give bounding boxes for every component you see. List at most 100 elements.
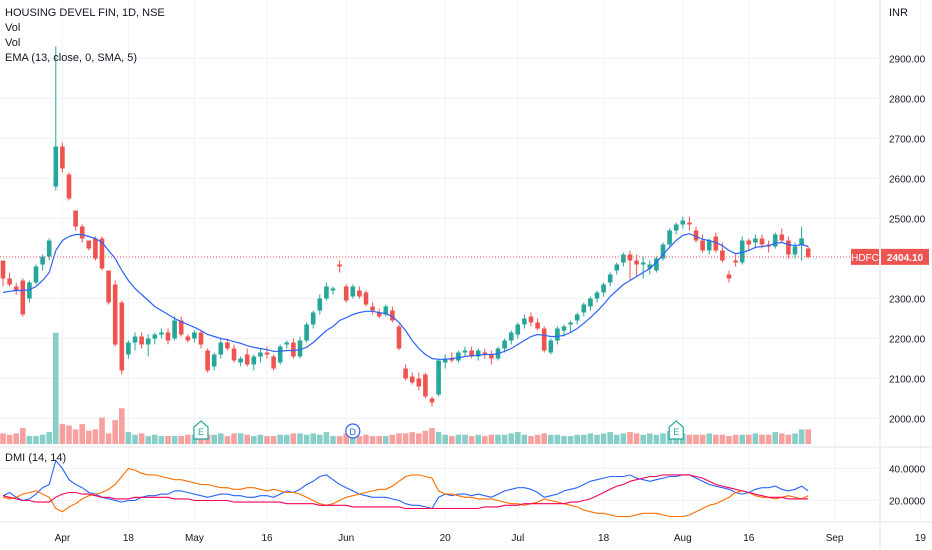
symbol-title[interactable]: HOUSING DEVEL FIN, 1D, NSE: [5, 7, 165, 19]
volume-bar: [0, 433, 6, 444]
volume-bar: [515, 432, 521, 444]
candle-body: [99, 238, 105, 269]
volume-bar: [594, 434, 600, 444]
candle: [376, 308, 382, 319]
candle: [779, 228, 785, 243]
volume-bar: [475, 434, 481, 444]
time-tick-label: May: [185, 533, 204, 544]
candle: [535, 318, 540, 331]
dmi-tick-label: 40.0000: [889, 465, 926, 476]
candle-body: [238, 358, 243, 363]
candle: [700, 234, 705, 253]
candle: [205, 348, 210, 373]
volume-bar: [402, 433, 409, 444]
candle-body: [112, 284, 118, 345]
candle: [561, 324, 567, 337]
candle: [475, 348, 481, 361]
candle-body: [185, 336, 191, 341]
candle-body: [416, 378, 422, 387]
event-marker[interactable]: D: [345, 423, 361, 439]
volume-bar: [765, 434, 772, 444]
dmi-legend[interactable]: DMI (14, 14): [5, 452, 67, 464]
candle-body: [277, 346, 283, 363]
time-tick-label: 16: [743, 533, 755, 544]
volume-bar: [92, 429, 99, 444]
volume-bar: [534, 434, 541, 444]
dmi-axis[interactable]: 40.0000 20.0000: [889, 465, 926, 508]
candle: [159, 328, 164, 339]
volume-bar: [416, 433, 422, 444]
candle: [786, 236, 791, 259]
candle: [218, 338, 224, 359]
event-marker[interactable]: E: [193, 420, 209, 440]
candle-body: [145, 338, 151, 345]
candle-body: [799, 238, 804, 245]
volume-bar: [152, 434, 158, 444]
candle: [33, 264, 39, 285]
candle: [79, 224, 85, 243]
candle-body: [403, 368, 408, 379]
volume-legend-2[interactable]: Vol: [5, 37, 21, 49]
volume-bar: [620, 433, 627, 444]
candle-body: [634, 260, 639, 265]
event-marker[interactable]: E: [668, 420, 684, 440]
candle-body: [284, 342, 290, 345]
volume-bar: [323, 432, 330, 444]
candle: [291, 338, 296, 359]
candle-body: [786, 240, 791, 255]
candle: [515, 322, 521, 339]
candle-body: [746, 240, 752, 245]
candle-body: [449, 358, 455, 361]
candle-body: [779, 234, 785, 241]
candle: [541, 326, 547, 353]
candle: [277, 344, 283, 365]
candle-body: [588, 298, 593, 307]
volume-bar: [330, 436, 336, 444]
time-axis[interactable]: Apr 18 May 16 Jun 20 Jul 18 Aug 16 Sep 19: [55, 533, 927, 544]
time-tick-label: 19: [915, 533, 927, 544]
candle: [271, 354, 276, 371]
candle: [581, 302, 587, 317]
candle: [687, 216, 692, 231]
candle: [93, 236, 98, 261]
candle: [53, 46, 59, 191]
volume-bar: [105, 433, 112, 444]
candle: [66, 172, 72, 201]
ema-legend[interactable]: EMA (13, close, 0, SMA, 5): [5, 52, 138, 64]
candle-body: [515, 324, 521, 335]
candle: [317, 294, 323, 315]
candle: [20, 278, 26, 317]
volume-bar: [798, 429, 805, 444]
candle-body: [475, 350, 481, 357]
candle: [469, 346, 474, 359]
candle-body: [172, 320, 177, 339]
volume-bar: [244, 434, 250, 444]
volume-bar: [752, 433, 759, 444]
candle-body: [502, 340, 507, 349]
volume-legend[interactable]: Vol: [5, 22, 21, 34]
volume-bar: [350, 434, 356, 444]
volume-bar: [284, 434, 290, 444]
candle-body: [40, 256, 45, 265]
candle: [119, 300, 125, 375]
candle-body: [607, 274, 613, 283]
currency-label: INR: [889, 7, 908, 19]
candle: [429, 396, 435, 407]
volume-bar: [277, 434, 283, 444]
volume-bar: [541, 433, 547, 444]
candle: [198, 330, 204, 349]
volume-bar: [138, 433, 145, 444]
candle: [297, 336, 303, 359]
candle-body: [772, 234, 778, 247]
earnings-shape: [193, 420, 209, 440]
volume-bar: [574, 434, 580, 444]
volume-bar: [231, 433, 237, 444]
candle-body: [640, 262, 646, 265]
candle: [753, 234, 758, 249]
candle: [416, 372, 422, 391]
candle-body: [86, 240, 92, 249]
candle: [706, 238, 712, 255]
candle: [178, 316, 184, 337]
